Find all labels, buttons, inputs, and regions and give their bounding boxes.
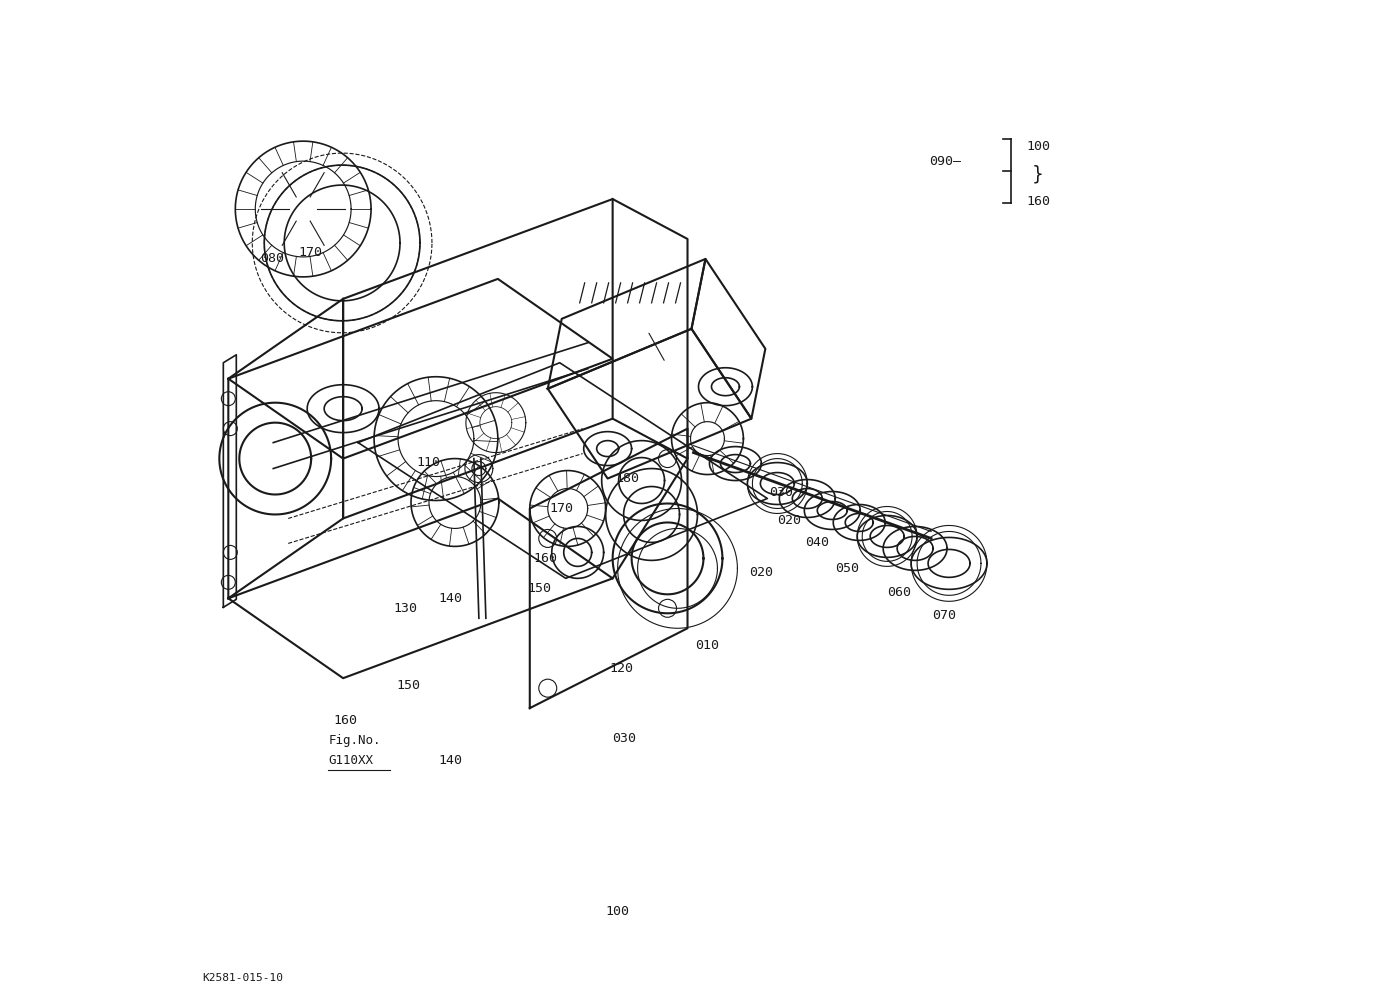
Text: 120: 120 (610, 662, 633, 675)
Text: 160: 160 (534, 552, 557, 565)
Text: 060: 060 (887, 586, 912, 599)
Text: 150: 150 (528, 582, 552, 595)
Text: 140: 140 (439, 592, 462, 605)
Text: Fig.No.: Fig.No. (328, 734, 381, 747)
Text: 130: 130 (393, 602, 416, 615)
Text: }: } (1031, 164, 1044, 183)
Text: 080: 080 (261, 252, 284, 265)
Text: 040: 040 (805, 536, 829, 549)
Text: 100: 100 (605, 905, 630, 918)
Text: 070: 070 (932, 609, 956, 622)
Text: 030: 030 (612, 732, 637, 745)
Text: 050: 050 (836, 562, 859, 575)
Text: 020: 020 (778, 514, 801, 527)
Text: 100: 100 (1027, 139, 1051, 152)
Text: 010: 010 (695, 639, 720, 652)
Text: 090—: 090— (929, 154, 961, 167)
Text: 170: 170 (550, 502, 574, 515)
Text: 160: 160 (334, 714, 357, 727)
Text: 020: 020 (749, 566, 774, 579)
Text: K2581-015-10: K2581-015-10 (203, 973, 283, 983)
Text: 030: 030 (769, 486, 793, 499)
Text: 180: 180 (615, 472, 640, 485)
Text: G110XX: G110XX (328, 754, 374, 767)
Text: 150: 150 (396, 679, 421, 692)
Text: 140: 140 (439, 754, 462, 767)
Text: 160: 160 (1027, 194, 1051, 207)
Text: 110: 110 (416, 456, 440, 469)
Text: 170: 170 (298, 246, 323, 259)
